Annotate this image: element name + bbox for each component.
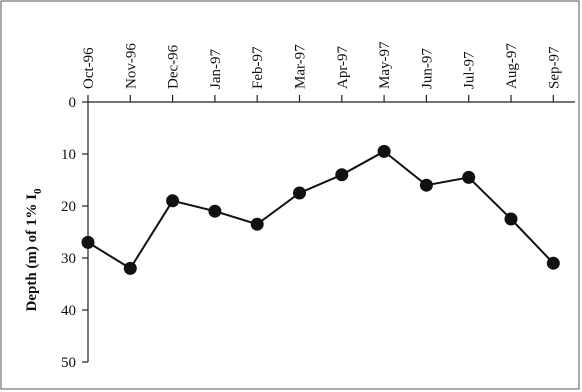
x-tick-label: Oct-96 <box>81 47 97 89</box>
y-axis-label: Depth (m) of 1% I0 <box>24 188 44 312</box>
y-tick-label: 40 <box>61 303 76 319</box>
x-tick-label: Jul-97 <box>462 51 478 89</box>
series-line <box>87 150 555 270</box>
x-tick-label: Sep-97 <box>546 46 562 89</box>
x-tick-label: Nov-96 <box>123 43 139 89</box>
y-tick-label: 0 <box>69 95 77 111</box>
data-point <box>81 235 95 249</box>
data-point <box>293 186 306 200</box>
data-point <box>377 144 391 158</box>
x-ticks: Oct-96 Nov-96 Dec-96 Jan-97 Feb-97 Mar-97 Apr-… <box>81 41 562 102</box>
x-tick-label: Aug-97 <box>504 43 520 89</box>
y-axis-label-subscript: 0 <box>32 188 44 194</box>
x-tick-label: Dec-96 <box>166 44 182 89</box>
data-point <box>123 261 137 275</box>
x-tick-label: Mar-97 <box>293 44 309 89</box>
y-tick-label: 50 <box>61 355 76 371</box>
data-point <box>335 168 349 182</box>
x-tick-label: May-97 <box>377 41 393 89</box>
data-point <box>166 194 180 208</box>
x-tick-label: Feb-97 <box>250 46 266 89</box>
series <box>81 144 560 275</box>
data-point <box>504 212 518 226</box>
y-tick-label: 20 <box>61 199 76 215</box>
data-point <box>419 178 433 192</box>
x-tick-label: Jan-97 <box>208 49 224 89</box>
y-tick-label: 30 <box>61 251 76 267</box>
x-tick-label: Apr-97 <box>335 45 351 89</box>
y-tick-label: 10 <box>61 147 76 163</box>
data-point <box>250 217 264 231</box>
data-point <box>546 256 560 270</box>
axes <box>87 101 575 362</box>
data-point <box>208 204 222 218</box>
x-tick-label: Jun-97 <box>419 48 435 89</box>
y-ticks: 0 10 20 30 40 50 <box>61 95 88 371</box>
data-point <box>462 170 476 184</box>
y-axis-label-text: Depth (m) of 1% I <box>24 194 40 312</box>
